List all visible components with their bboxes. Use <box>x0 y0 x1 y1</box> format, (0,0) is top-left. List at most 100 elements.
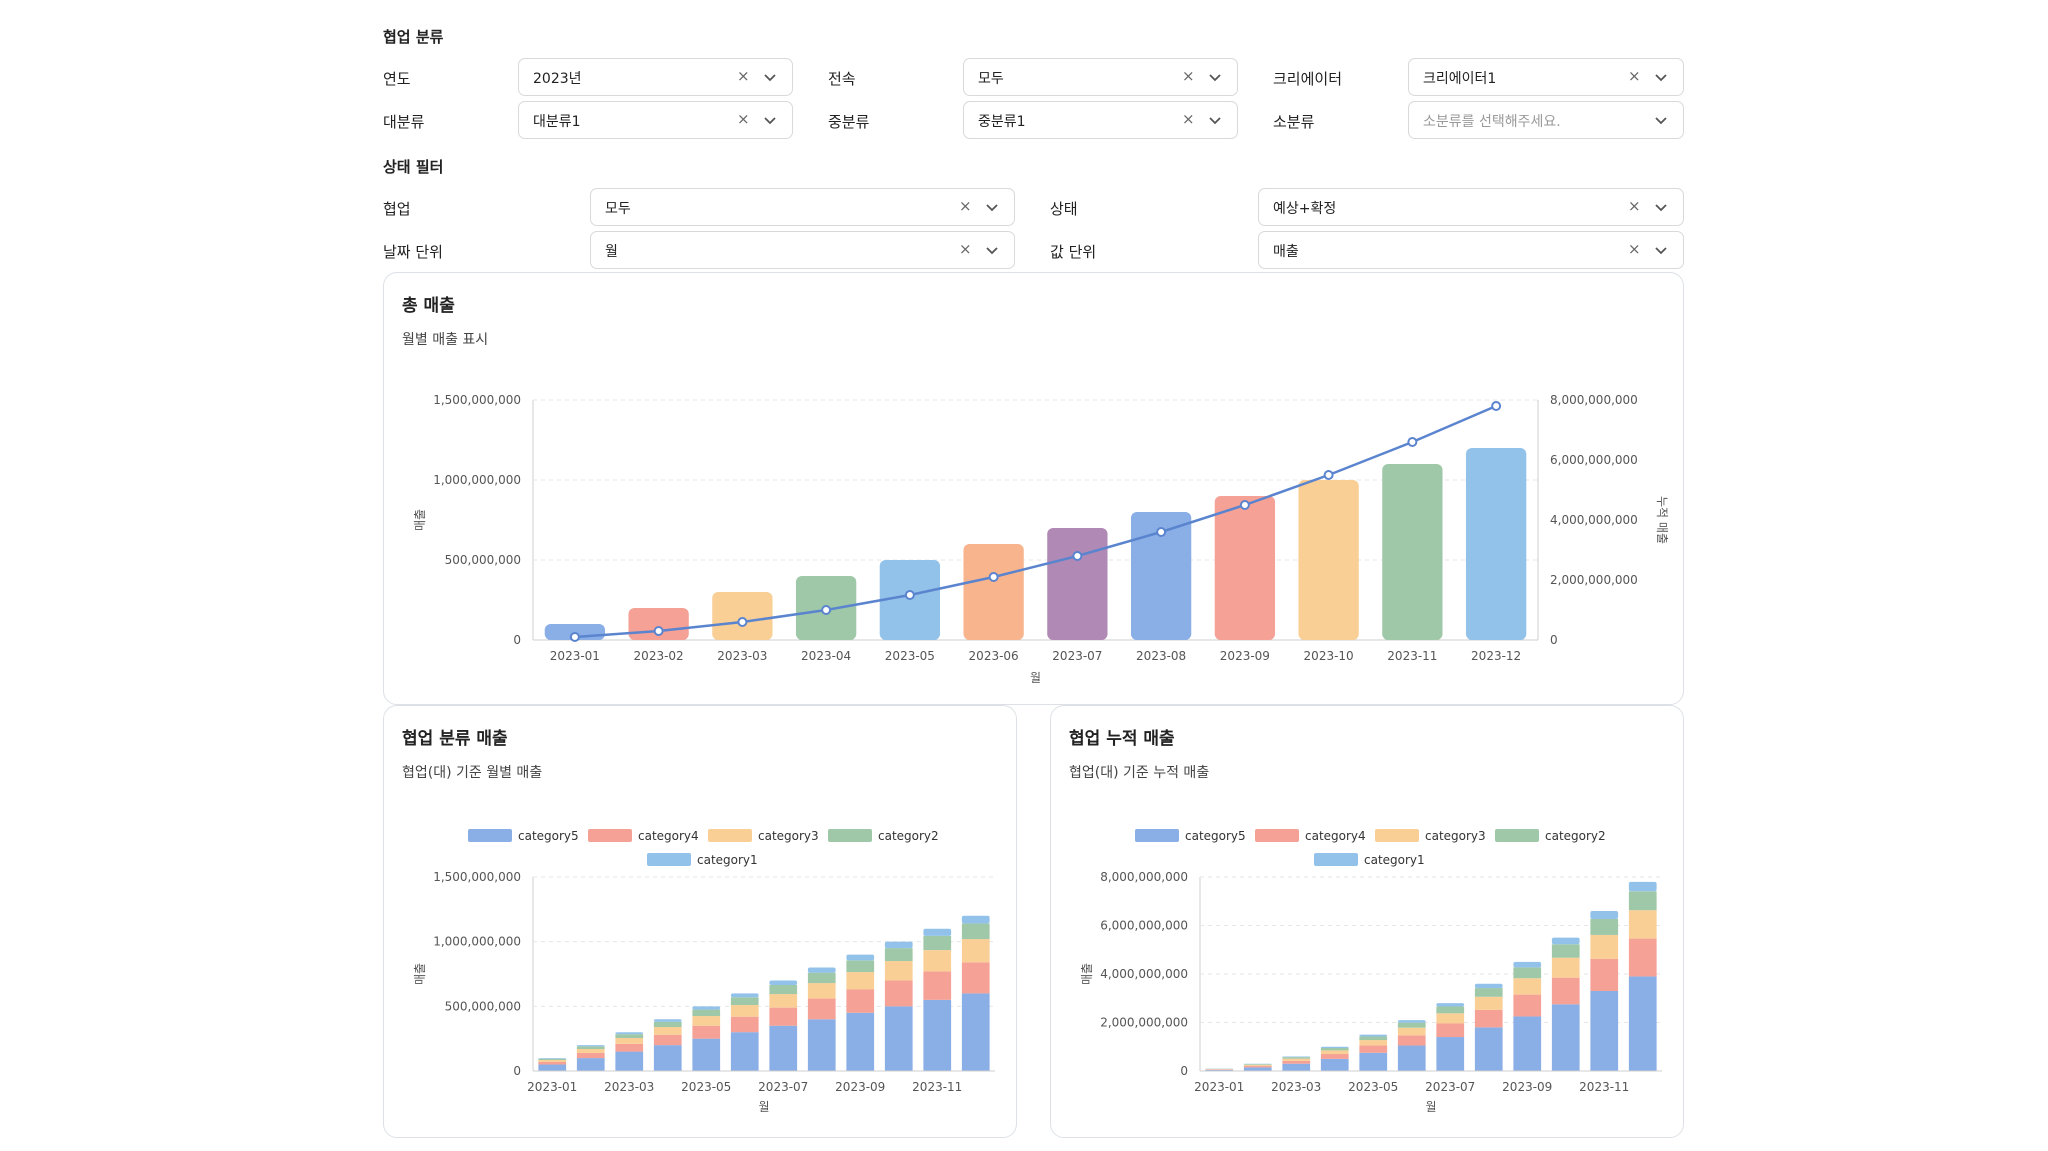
bar <box>1047 528 1108 640</box>
bar-segment <box>538 1060 567 1062</box>
chevron-down-icon[interactable] <box>761 68 779 86</box>
bar-segment <box>1243 1065 1272 1068</box>
chevron-down-icon[interactable] <box>983 241 1001 259</box>
x-tick-label: 2023-07 <box>1052 649 1102 663</box>
bar-segment <box>884 980 913 1007</box>
legend-label: category4 <box>1305 829 1366 843</box>
bar-segment <box>1513 967 1542 979</box>
line-point <box>821 605 832 615</box>
card-title: 협업 누적 매출 <box>1069 729 1175 749</box>
chevron-down-icon[interactable] <box>1652 68 1670 86</box>
bar-segment <box>730 1016 759 1033</box>
y2-tick-label: 4,000,000,000 <box>1550 513 1638 527</box>
bar-segment <box>653 1027 682 1035</box>
line-point <box>569 632 580 642</box>
bar-segment <box>1590 918 1619 935</box>
bar-segment <box>1513 978 1542 995</box>
bar-segment <box>923 999 952 1071</box>
bar-segment <box>730 1005 759 1017</box>
clear-x-icon[interactable]: × <box>959 240 972 258</box>
major-category-select[interactable]: 대분류1 × <box>518 101 793 139</box>
clear-x-icon[interactable]: × <box>1628 240 1641 258</box>
clear-x-icon[interactable]: × <box>737 110 750 128</box>
bar-segment <box>807 998 836 1020</box>
clear-x-icon[interactable]: × <box>1628 197 1641 215</box>
legend-swatch <box>468 829 512 842</box>
bar-segment <box>615 1038 644 1044</box>
bar-segment <box>1474 1027 1503 1071</box>
y-tick-label: 1,000,000,000 <box>433 935 521 949</box>
legend-swatch <box>1495 829 1539 842</box>
chevron-down-icon[interactable] <box>761 111 779 129</box>
line-point <box>1239 500 1250 510</box>
line-point <box>653 626 664 636</box>
minor-category-select[interactable]: 소분류를 선택해주세요. <box>1408 101 1684 139</box>
section-title-status-filter: 상태 필터 <box>383 158 444 176</box>
collab-select[interactable]: 모두 × <box>590 188 1015 226</box>
clear-x-icon[interactable]: × <box>1182 67 1195 85</box>
chevron-down-icon[interactable] <box>1206 68 1224 86</box>
bar-segment <box>961 962 990 994</box>
x-tick-label: 2023-11 <box>1579 1080 1629 1094</box>
clear-x-icon[interactable]: × <box>1182 110 1195 128</box>
value-unit-label: 값 단위 <box>1050 243 1097 261</box>
middle-category-select[interactable]: 중분류1 × <box>963 101 1238 139</box>
card-subtitle: 월별 매출 표시 <box>402 332 489 348</box>
bar-segment <box>1513 994 1542 1017</box>
exclusive-select[interactable]: 모두 × <box>963 58 1238 96</box>
bar-segment <box>1436 1003 1465 1007</box>
y-tick-label: 500,000,000 <box>445 999 521 1013</box>
bar-segment <box>1359 1034 1388 1037</box>
bar <box>963 544 1024 640</box>
y-tick-label: 1,500,000,000 <box>433 393 521 407</box>
bar-segment <box>961 923 990 940</box>
y2-tick-label: 2,000,000,000 <box>1550 573 1638 587</box>
year-select[interactable]: 2023년 × <box>518 58 793 96</box>
chevron-down-icon[interactable] <box>1652 198 1670 216</box>
bar-segment <box>769 1025 798 1071</box>
legend-swatch <box>828 829 872 842</box>
creator-select[interactable]: 크리에이터1 × <box>1408 58 1684 96</box>
clear-x-icon[interactable]: × <box>1628 67 1641 85</box>
bar-segment <box>1397 1045 1426 1071</box>
bar-segment <box>1282 1063 1311 1071</box>
date-unit-select[interactable]: 월 × <box>590 231 1015 269</box>
clear-x-icon[interactable]: × <box>737 67 750 85</box>
chevron-down-icon[interactable] <box>1652 111 1670 129</box>
x-axis-label: 월 <box>758 1100 769 1114</box>
bar-segment <box>1628 881 1657 892</box>
chevron-down-icon[interactable] <box>983 198 1001 216</box>
creator-label: 크리에이터 <box>1273 70 1343 88</box>
line-point <box>1072 551 1083 561</box>
total-revenue-chart: 0 500,000,000 1,000,000,000 1,500,000,000 0 2… <box>413 393 1669 685</box>
chevron-down-icon[interactable] <box>1652 241 1670 259</box>
bar-segment <box>769 1007 798 1026</box>
line-point <box>904 590 915 600</box>
chevron-down-icon[interactable] <box>1206 111 1224 129</box>
collab-label: 협업 <box>383 200 411 218</box>
bar <box>1298 480 1359 640</box>
bar-segment <box>1551 977 1580 1005</box>
status-select[interactable]: 예상+확정 × <box>1258 188 1684 226</box>
y-tick-label: 4,000,000,000 <box>1100 967 1188 981</box>
section-title-collab-category: 협업 분류 <box>383 28 444 46</box>
bar-segment <box>1282 1057 1311 1059</box>
clear-x-icon[interactable]: × <box>959 197 972 215</box>
x-tick-label: 2023-07 <box>758 1080 808 1094</box>
bar-segment <box>1397 1020 1426 1023</box>
bar-segment <box>846 1012 875 1071</box>
bar-segment <box>1513 1016 1542 1071</box>
x-tick-label: 2023-05 <box>885 649 935 663</box>
bar-segment <box>1243 1064 1272 1066</box>
major-category-label: 대분류 <box>383 113 425 131</box>
value-unit-select[interactable]: 매출 × <box>1258 231 1684 269</box>
bar <box>712 592 773 640</box>
y-axis-label: 매출 <box>1080 963 1094 985</box>
legend-label: category2 <box>1545 829 1606 843</box>
y-tick-label: 0 <box>513 633 521 647</box>
exclusive-value: 모두 <box>978 71 1004 87</box>
bar <box>1130 512 1192 640</box>
date-unit-label: 날짜 단위 <box>383 243 443 261</box>
bar-segment <box>576 1052 605 1059</box>
y-tick-label: 6,000,000,000 <box>1100 919 1188 933</box>
